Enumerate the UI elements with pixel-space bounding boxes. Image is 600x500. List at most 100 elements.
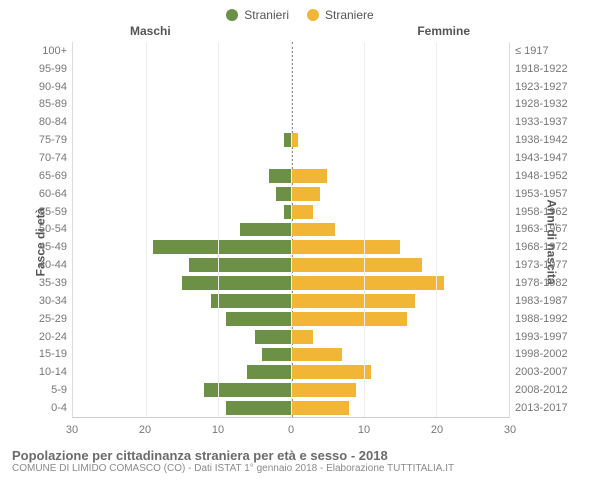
gridline: [291, 42, 292, 417]
chart-subtitle: COMUNE DI LIMIDO COMASCO (CO) - Dati IST…: [12, 463, 588, 474]
age-label: 20-24: [19, 331, 73, 343]
bar-female: [291, 348, 342, 362]
legend-item-male: Stranieri: [226, 8, 289, 22]
age-label: 30-34: [19, 295, 73, 307]
age-label: 15-19: [19, 348, 73, 360]
birth-label: 2008-2012: [509, 384, 581, 396]
gridline: [218, 42, 219, 417]
footer: Popolazione per cittadinanza straniera p…: [0, 442, 600, 474]
gridline: [436, 42, 437, 417]
bar-male: [269, 169, 291, 183]
birth-label: 1963-1967: [509, 223, 581, 235]
bar-female: [291, 312, 407, 326]
age-label: 40-44: [19, 259, 73, 271]
birth-label: ≤ 1917: [509, 45, 581, 57]
age-label: 60-64: [19, 188, 73, 200]
legend-label-male: Stranieri: [244, 8, 289, 22]
birth-label: 1918-1922: [509, 63, 581, 75]
birth-label: 1958-1962: [509, 206, 581, 218]
age-label: 70-74: [19, 152, 73, 164]
age-label: 0-4: [19, 402, 73, 414]
birth-label: 1928-1932: [509, 98, 581, 110]
birth-label: 1998-2002: [509, 348, 581, 360]
bar-female: [291, 365, 371, 379]
birth-label: 1953-1957: [509, 188, 581, 200]
x-tick-label: 10: [358, 424, 370, 436]
gridline: [146, 42, 147, 417]
bar-female: [291, 276, 444, 290]
x-tick-label: 10: [212, 424, 224, 436]
age-label: 10-14: [19, 366, 73, 378]
birth-label: 1983-1987: [509, 295, 581, 307]
group-label-female: Femmine: [417, 24, 470, 38]
group-label-male: Maschi: [130, 24, 171, 38]
x-tick-label: 20: [139, 424, 151, 436]
bar-male: [182, 276, 291, 290]
x-tick-label: 0: [288, 424, 294, 436]
gridline: [364, 42, 365, 417]
group-labels: Maschi Femmine: [0, 22, 600, 38]
bar-female: [291, 330, 313, 344]
plot-area: 100+≤ 191795-991918-192290-941923-192785…: [72, 42, 510, 418]
birth-label: 1923-1927: [509, 81, 581, 93]
bar-female: [291, 258, 422, 272]
age-label: 85-89: [19, 98, 73, 110]
bar-female: [291, 187, 320, 201]
chart-title: Popolazione per cittadinanza straniera p…: [12, 448, 588, 463]
bar-female: [291, 169, 327, 183]
bar-male: [284, 133, 291, 147]
birth-label: 1938-1942: [509, 134, 581, 146]
age-label: 50-54: [19, 223, 73, 235]
x-tick-label: 30: [66, 424, 78, 436]
bar-female: [291, 294, 415, 308]
age-label: 80-84: [19, 116, 73, 128]
age-label: 90-94: [19, 81, 73, 93]
birth-label: 1943-1947: [509, 152, 581, 164]
birth-label: 1933-1937: [509, 116, 581, 128]
bar-male: [255, 330, 291, 344]
x-tick-label: 20: [431, 424, 443, 436]
age-label: 65-69: [19, 170, 73, 182]
bar-male: [247, 365, 291, 379]
legend: Stranieri Straniere: [0, 0, 600, 22]
bar-female: [291, 223, 335, 237]
age-label: 100+: [19, 45, 73, 57]
birth-label: 1948-1952: [509, 170, 581, 182]
bar-male: [204, 383, 291, 397]
age-label: 35-39: [19, 277, 73, 289]
bar-male: [226, 312, 291, 326]
bar-female: [291, 383, 356, 397]
x-tick-label: 30: [504, 424, 516, 436]
age-label: 25-29: [19, 313, 73, 325]
bar-male: [240, 223, 291, 237]
bar-male: [276, 187, 291, 201]
swatch-female: [307, 9, 319, 21]
birth-label: 1988-1992: [509, 313, 581, 325]
swatch-male: [226, 9, 238, 21]
chart: Fasce di età Anni di nascita 100+≤ 19179…: [12, 42, 588, 442]
age-label: 55-59: [19, 206, 73, 218]
bar-female: [291, 240, 400, 254]
age-label: 95-99: [19, 63, 73, 75]
bar-male: [153, 240, 291, 254]
legend-label-female: Straniere: [325, 8, 374, 22]
bar-female: [291, 133, 298, 147]
bar-female: [291, 401, 349, 415]
bar-male: [226, 401, 291, 415]
age-label: 75-79: [19, 134, 73, 146]
bar-male: [284, 205, 291, 219]
birth-label: 1968-1972: [509, 241, 581, 253]
bar-male: [189, 258, 291, 272]
x-axis-ticks: 3020100102030: [72, 422, 510, 442]
birth-label: 2003-2007: [509, 366, 581, 378]
bar-male: [211, 294, 291, 308]
bar-female: [291, 205, 313, 219]
age-label: 45-49: [19, 241, 73, 253]
age-label: 5-9: [19, 384, 73, 396]
legend-item-female: Straniere: [307, 8, 374, 22]
birth-label: 1978-1982: [509, 277, 581, 289]
birth-label: 1973-1977: [509, 259, 581, 271]
bar-male: [262, 348, 291, 362]
birth-label: 2013-2017: [509, 402, 581, 414]
birth-label: 1993-1997: [509, 331, 581, 343]
